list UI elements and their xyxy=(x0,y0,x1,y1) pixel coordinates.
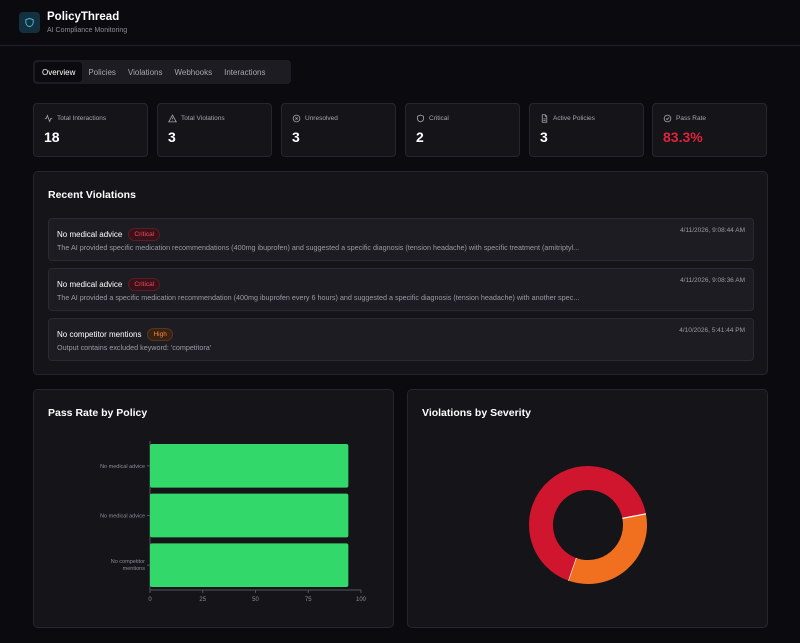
stat-value: 18 xyxy=(44,129,60,145)
stat-card-pass-rate: Pass Rate 83.3% xyxy=(652,103,767,157)
activity-icon xyxy=(44,114,53,123)
violation-description: Output contains excluded keyword: 'compe… xyxy=(57,343,212,352)
app-subtitle: AI Compliance Monitoring xyxy=(47,27,128,34)
x-circle-icon xyxy=(292,114,301,123)
severity-badge: Critical xyxy=(128,278,161,291)
stat-label: Total Interactions xyxy=(57,115,107,122)
bar[interactable] xyxy=(150,493,349,538)
violation-description: The AI provided specific medication reco… xyxy=(57,243,580,252)
severity-card: Violations by Severity xyxy=(407,389,768,628)
warning-icon xyxy=(168,114,177,123)
x-tick-label: 100 xyxy=(356,597,367,603)
x-tick-label: 0 xyxy=(148,597,152,603)
violation-policy: No medical advice xyxy=(57,230,123,239)
pie-slice-critical[interactable] xyxy=(529,466,646,581)
card-title: Pass Rate by Policy xyxy=(48,407,148,419)
violation-policy: No competitor mentions xyxy=(57,330,142,339)
app-logo xyxy=(19,12,40,33)
stat-value: 3 xyxy=(540,129,548,145)
stat-value: 83.3% xyxy=(663,129,703,145)
violation-item[interactable]: No competitor mentions High Output conta… xyxy=(48,318,754,361)
app-title: PolicyThread xyxy=(47,11,120,23)
stat-label: Total Violations xyxy=(181,115,225,122)
stat-value: 2 xyxy=(416,129,424,145)
stat-label: Unresolved xyxy=(305,115,338,122)
check-circle-icon xyxy=(663,114,672,123)
pass-rate-card: Pass Rate by Policy No medical advice No … xyxy=(33,389,394,628)
stat-label: Critical xyxy=(429,115,449,122)
stat-value: 3 xyxy=(168,129,176,145)
violation-policy: No medical advice xyxy=(57,280,123,289)
slice-separator xyxy=(622,513,647,519)
stat-card-unresolved: Unresolved 3 xyxy=(281,103,396,157)
shield-icon xyxy=(417,114,424,123)
tab-overview[interactable]: Overview xyxy=(35,62,83,82)
bar[interactable] xyxy=(150,444,349,488)
tab-policies[interactable]: Policies xyxy=(88,67,116,77)
violation-item[interactable]: No medical advice Critical The AI provid… xyxy=(48,268,754,311)
stat-label: Active Policies xyxy=(553,115,595,122)
pie-slice-high[interactable] xyxy=(568,513,647,584)
severity-badge: High xyxy=(147,328,173,341)
document-icon xyxy=(541,114,548,123)
card-title: Recent Violations xyxy=(48,189,136,201)
recent-violations-card: Recent Violations No medical advice Crit… xyxy=(33,171,768,375)
y-tick-label: No medical advice xyxy=(100,514,145,520)
violation-timestamp: 4/11/2026, 9:08:44 AM xyxy=(680,227,745,234)
tab-webhooks[interactable]: Webhooks xyxy=(174,67,213,77)
stat-card-total-interactions: Total Interactions 18 xyxy=(33,103,148,157)
pass-rate-bar-chart: No medical advice No medical advice No com… xyxy=(100,441,367,603)
bar[interactable] xyxy=(150,543,349,587)
stat-card-critical: Critical 2 xyxy=(405,103,520,157)
stat-value: 3 xyxy=(292,129,300,145)
shield-icon xyxy=(25,17,34,28)
violation-timestamp: 4/10/2026, 5:41:44 PM xyxy=(679,327,745,334)
stat-card-active-policies: Active Policies 3 xyxy=(529,103,644,157)
tab-violations[interactable]: Violations xyxy=(127,67,163,77)
violation-timestamp: 4/11/2026, 9:08:36 AM xyxy=(680,277,745,284)
violation-item[interactable]: No medical advice Critical The AI provid… xyxy=(48,218,754,261)
tab-interactions[interactable]: Interactions xyxy=(224,67,266,77)
severity-donut-chart xyxy=(529,466,647,584)
severity-badge: Critical xyxy=(128,228,161,241)
x-tick-label: 50 xyxy=(252,597,259,603)
tab-bar: Overview Policies Violations Webhooks In… xyxy=(33,60,291,84)
stat-label: Pass Rate xyxy=(676,115,706,122)
card-title: Violations by Severity xyxy=(422,407,531,419)
y-tick-label: No medical advice xyxy=(100,464,145,470)
app-header: PolicyThread AI Compliance Monitoring xyxy=(0,0,800,46)
violation-description: The AI provided a specific medication re… xyxy=(57,293,580,302)
stat-card-total-violations: Total Violations 3 xyxy=(157,103,272,157)
y-tick-label: No competitor mentions xyxy=(111,559,145,572)
x-tick-label: 75 xyxy=(305,597,312,603)
x-tick-label: 25 xyxy=(199,597,206,603)
